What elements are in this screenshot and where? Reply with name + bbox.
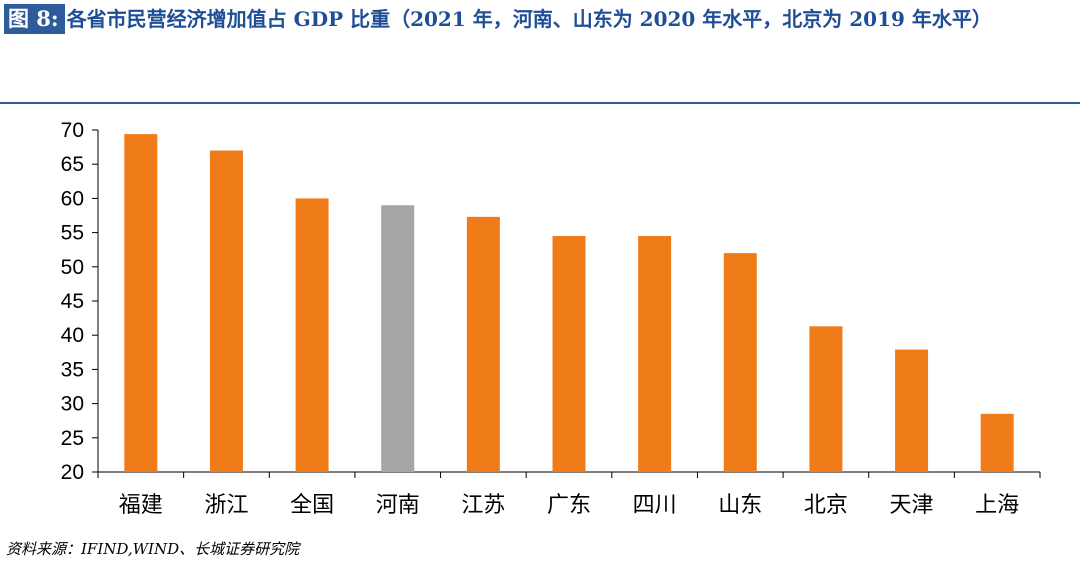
x-tick-label: 北京 <box>804 493 848 518</box>
bar-3 <box>295 198 329 472</box>
bar-2 <box>209 150 243 472</box>
x-tick-label: 福建 <box>119 493 163 518</box>
bar-7 <box>638 236 672 472</box>
plot-area: 20 25 30 35 40 45 50 55 60 65 70 福建 浙江 全国 河南 江苏 广东 四川 山东 北京… <box>61 119 1041 518</box>
bar-1 <box>124 134 158 472</box>
bar-10 <box>895 349 929 472</box>
bar-11 <box>980 413 1014 472</box>
x-tick-label: 江苏 <box>461 493 505 518</box>
y-tick-label: 50 <box>61 256 84 279</box>
bar-5 <box>466 216 500 472</box>
title-divider <box>0 102 1080 104</box>
bar-8 <box>723 253 757 472</box>
bar-6 <box>552 236 586 472</box>
x-tick-label: 天津 <box>890 493 934 518</box>
y-tick-label: 25 <box>61 427 84 450</box>
x-tick-label: 浙江 <box>204 493 248 518</box>
x-tick-label: 上海 <box>975 493 1019 518</box>
y-tick-label: 65 <box>61 153 84 176</box>
y-tick-label: 20 <box>61 461 84 484</box>
figure-label: 图 8: <box>4 4 65 34</box>
y-tick-label: 30 <box>61 393 84 416</box>
y-tick-label: 60 <box>61 187 84 210</box>
x-tick-label: 山东 <box>718 493 762 518</box>
bar-9 <box>809 326 843 472</box>
figure-title: 各省市民营经济增加值占 GDP 比重（2021 年，河南、山东为 2020 年水… <box>66 7 992 31</box>
x-tick-label: 四川 <box>633 493 677 518</box>
y-tick-label: 70 <box>61 119 84 142</box>
source-note: 资料来源：IFIND,WIND、长城证券研究院 <box>6 540 300 558</box>
bar-4 <box>381 205 415 472</box>
figure-header: 图 8: 各省市民营经济增加值占 GDP 比重（2021 年，河南、山东为 202… <box>4 4 1076 34</box>
y-tick-label: 45 <box>61 290 84 313</box>
y-tick-label: 35 <box>61 358 84 381</box>
bar-chart: 20 25 30 35 40 45 50 55 60 65 70 福建 浙江 全国 河南 江苏 广东 四川 山东 北京… <box>61 119 1041 518</box>
x-tick-label: 河南 <box>376 493 420 518</box>
y-tick-label: 40 <box>61 324 84 347</box>
x-tick-label: 广东 <box>547 493 591 518</box>
x-tick-label: 全国 <box>290 493 334 518</box>
y-tick-label: 55 <box>61 222 84 245</box>
